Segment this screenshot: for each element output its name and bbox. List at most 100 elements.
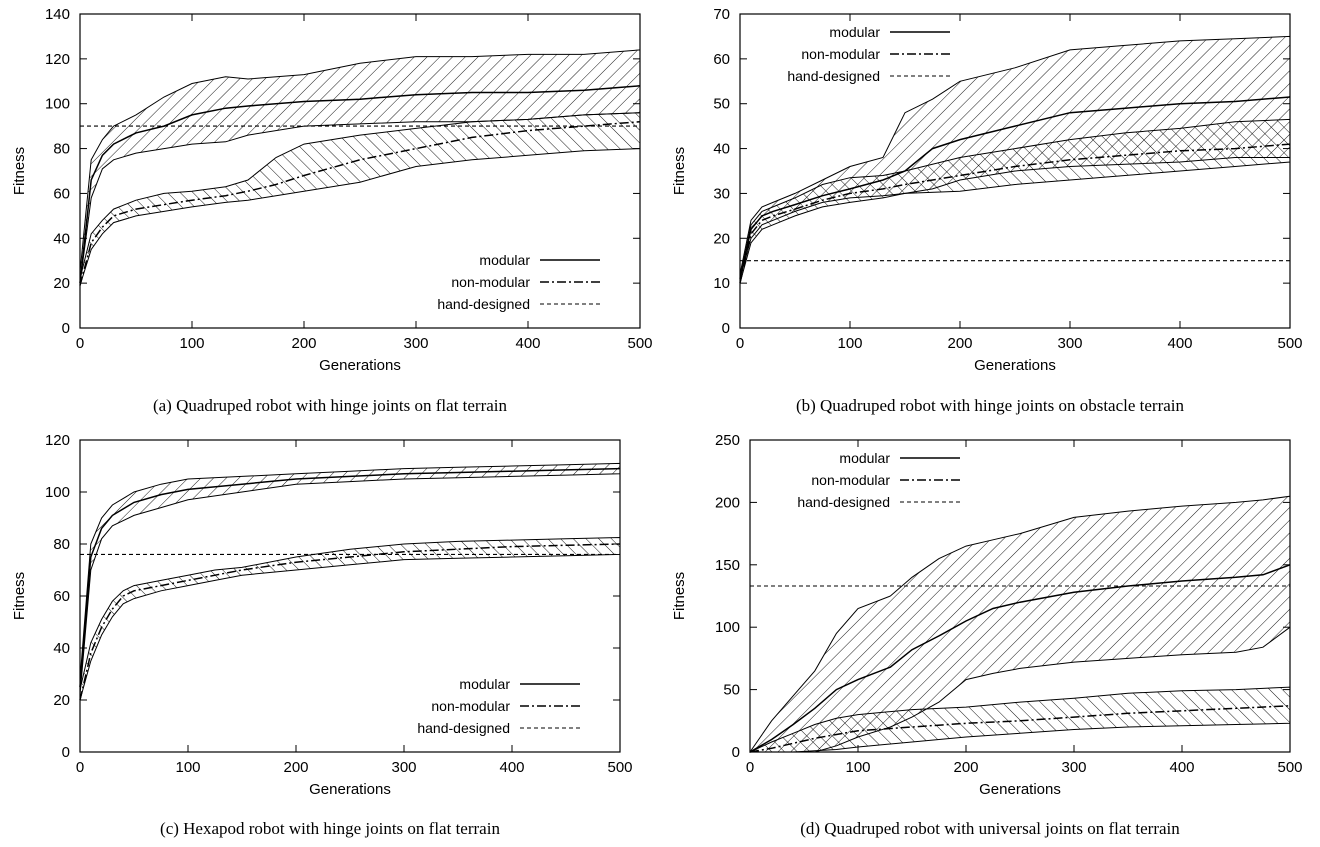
caption-a: (a) Quadruped robot with hinge joints on… xyxy=(152,396,508,415)
plot-area xyxy=(79,462,621,701)
legend-label: non-modular xyxy=(431,698,510,714)
y-tick-label: 120 xyxy=(45,432,70,449)
y-tick-label: 20 xyxy=(53,275,70,292)
legend-label: non-modular xyxy=(801,46,880,62)
plot-area xyxy=(739,35,1291,284)
legend-label: modular xyxy=(479,252,530,268)
y-tick-label: 250 xyxy=(715,432,740,449)
plot-frame xyxy=(79,13,641,329)
y-tick-label: 60 xyxy=(713,51,730,68)
plot-area xyxy=(79,49,641,286)
x-tick-label: 400 xyxy=(499,759,524,776)
x-tick-label: 100 xyxy=(175,759,200,776)
x-tick-label: 300 xyxy=(1057,335,1082,352)
legend-label: modular xyxy=(829,24,880,40)
fitness-chart-d: 0 100 200 300 400 500 0 50 100 150 200 250 Generatio… xyxy=(671,432,1303,798)
y-tick-label: 60 xyxy=(53,588,70,605)
y-tick-label: 50 xyxy=(713,96,730,113)
y-tick-label: 150 xyxy=(715,557,740,574)
x-tick-label: 300 xyxy=(1061,759,1086,776)
chart-panel-c: 0 100 200 300 400 500 0 20 40 60 80 100 120 Generatio… xyxy=(0,424,660,847)
legend: modular non-modular hand-designed xyxy=(417,676,580,736)
x-tick-label: 500 xyxy=(627,335,652,352)
y-tick-label: 60 xyxy=(53,185,70,202)
x-tick-label: 500 xyxy=(1277,335,1302,352)
series-line-modular xyxy=(739,96,1291,279)
y-tick-label: 0 xyxy=(722,320,730,337)
chart-panel-d: 0 100 200 300 400 500 0 50 100 150 200 250 Generatio… xyxy=(660,424,1320,847)
y-tick-label: 140 xyxy=(45,6,70,23)
fitness-chart-a: 0 100 200 300 400 500 0 20 40 60 80 100 120 140 Genera… xyxy=(11,6,653,374)
y-axis-title: Fitness xyxy=(11,147,28,195)
series-line-modular xyxy=(79,467,621,688)
x-tick-label: 100 xyxy=(179,335,204,352)
chart-panel-b: 0 100 200 300 400 500 0 10 20 30 40 50 60 70 Generatio… xyxy=(660,0,1320,420)
band-non-modular xyxy=(79,536,621,701)
y-tick-label: 100 xyxy=(715,619,740,636)
series-line-modular xyxy=(79,85,641,284)
y-tick-label: 200 xyxy=(715,494,740,511)
band-modular xyxy=(79,462,621,695)
caption-c: (c) Hexapod robot with hinge joints on f… xyxy=(160,819,500,838)
legend-label: hand-designed xyxy=(787,68,880,84)
y-tick-label: 10 xyxy=(713,275,730,292)
legend-label: non-modular xyxy=(811,472,890,488)
y-tick-label: 0 xyxy=(62,320,70,337)
y-tick-label: 80 xyxy=(53,141,70,158)
y-axis-title: Fitness xyxy=(671,572,688,620)
x-tick-label: 400 xyxy=(515,335,540,352)
series-line-non-modular xyxy=(739,143,1291,284)
legend-label: non-modular xyxy=(451,274,530,290)
x-axis-title: Generations xyxy=(979,781,1061,798)
x-tick-label: 200 xyxy=(291,335,316,352)
legend-label: modular xyxy=(459,676,510,692)
x-tick-label: 0 xyxy=(736,335,744,352)
x-tick-label: 100 xyxy=(837,335,862,352)
y-tick-label: 40 xyxy=(713,141,730,158)
series-line-modular xyxy=(749,564,1291,753)
x-tick-label: 100 xyxy=(845,759,870,776)
x-axis-title: Generations xyxy=(974,357,1056,374)
y-axis-title: Fitness xyxy=(11,572,28,620)
x-tick-label: 300 xyxy=(403,335,428,352)
plot-frame xyxy=(739,13,1291,329)
x-tick-label: 500 xyxy=(1277,759,1302,776)
x-axis-title: Generations xyxy=(319,357,401,374)
x-tick-label: 400 xyxy=(1169,759,1194,776)
x-tick-label: 200 xyxy=(947,335,972,352)
x-tick-label: 200 xyxy=(953,759,978,776)
y-tick-label: 70 xyxy=(713,6,730,23)
series-line-non-modular xyxy=(79,543,621,701)
x-axis-title: Generations xyxy=(309,781,391,798)
caption-d: (d) Quadruped robot with universal joint… xyxy=(800,819,1180,838)
x-tick-label: 400 xyxy=(1167,335,1192,352)
legend-label: modular xyxy=(839,450,890,466)
x-tick-label: 300 xyxy=(391,759,416,776)
x-tick-label: 200 xyxy=(283,759,308,776)
legend-label: hand-designed xyxy=(417,720,510,736)
y-tick-label: 20 xyxy=(53,692,70,709)
fitness-chart-c: 0 100 200 300 400 500 0 20 40 60 80 100 120 Generatio… xyxy=(11,432,633,798)
x-tick-label: 0 xyxy=(76,335,84,352)
legend-label: hand-designed xyxy=(437,296,530,312)
chart-panel-a: 0 100 200 300 400 500 0 20 40 60 80 100 120 140 Genera… xyxy=(0,0,660,420)
y-tick-label: 50 xyxy=(723,682,740,699)
legend: modular non-modular hand-designed xyxy=(437,252,600,312)
y-tick-label: 120 xyxy=(45,51,70,68)
series-line-non-modular xyxy=(79,120,641,286)
y-tick-label: 20 xyxy=(713,230,730,247)
caption-b: (b) Quadruped robot with hinge joints on… xyxy=(795,396,1185,415)
series-line-non-modular xyxy=(749,705,1291,753)
y-tick-label: 40 xyxy=(53,230,70,247)
y-axis-title: Fitness xyxy=(671,147,688,195)
y-tick-label: 100 xyxy=(45,484,70,501)
legend-label: hand-designed xyxy=(797,494,890,510)
plot-frame xyxy=(749,439,1291,753)
x-tick-label: 0 xyxy=(746,759,754,776)
legend: modular non-modular hand-designed xyxy=(797,450,960,510)
y-tick-label: 0 xyxy=(732,744,740,761)
y-tick-label: 80 xyxy=(53,536,70,553)
y-tick-label: 40 xyxy=(53,640,70,657)
plot-area xyxy=(749,495,1291,753)
y-tick-label: 0 xyxy=(62,744,70,761)
